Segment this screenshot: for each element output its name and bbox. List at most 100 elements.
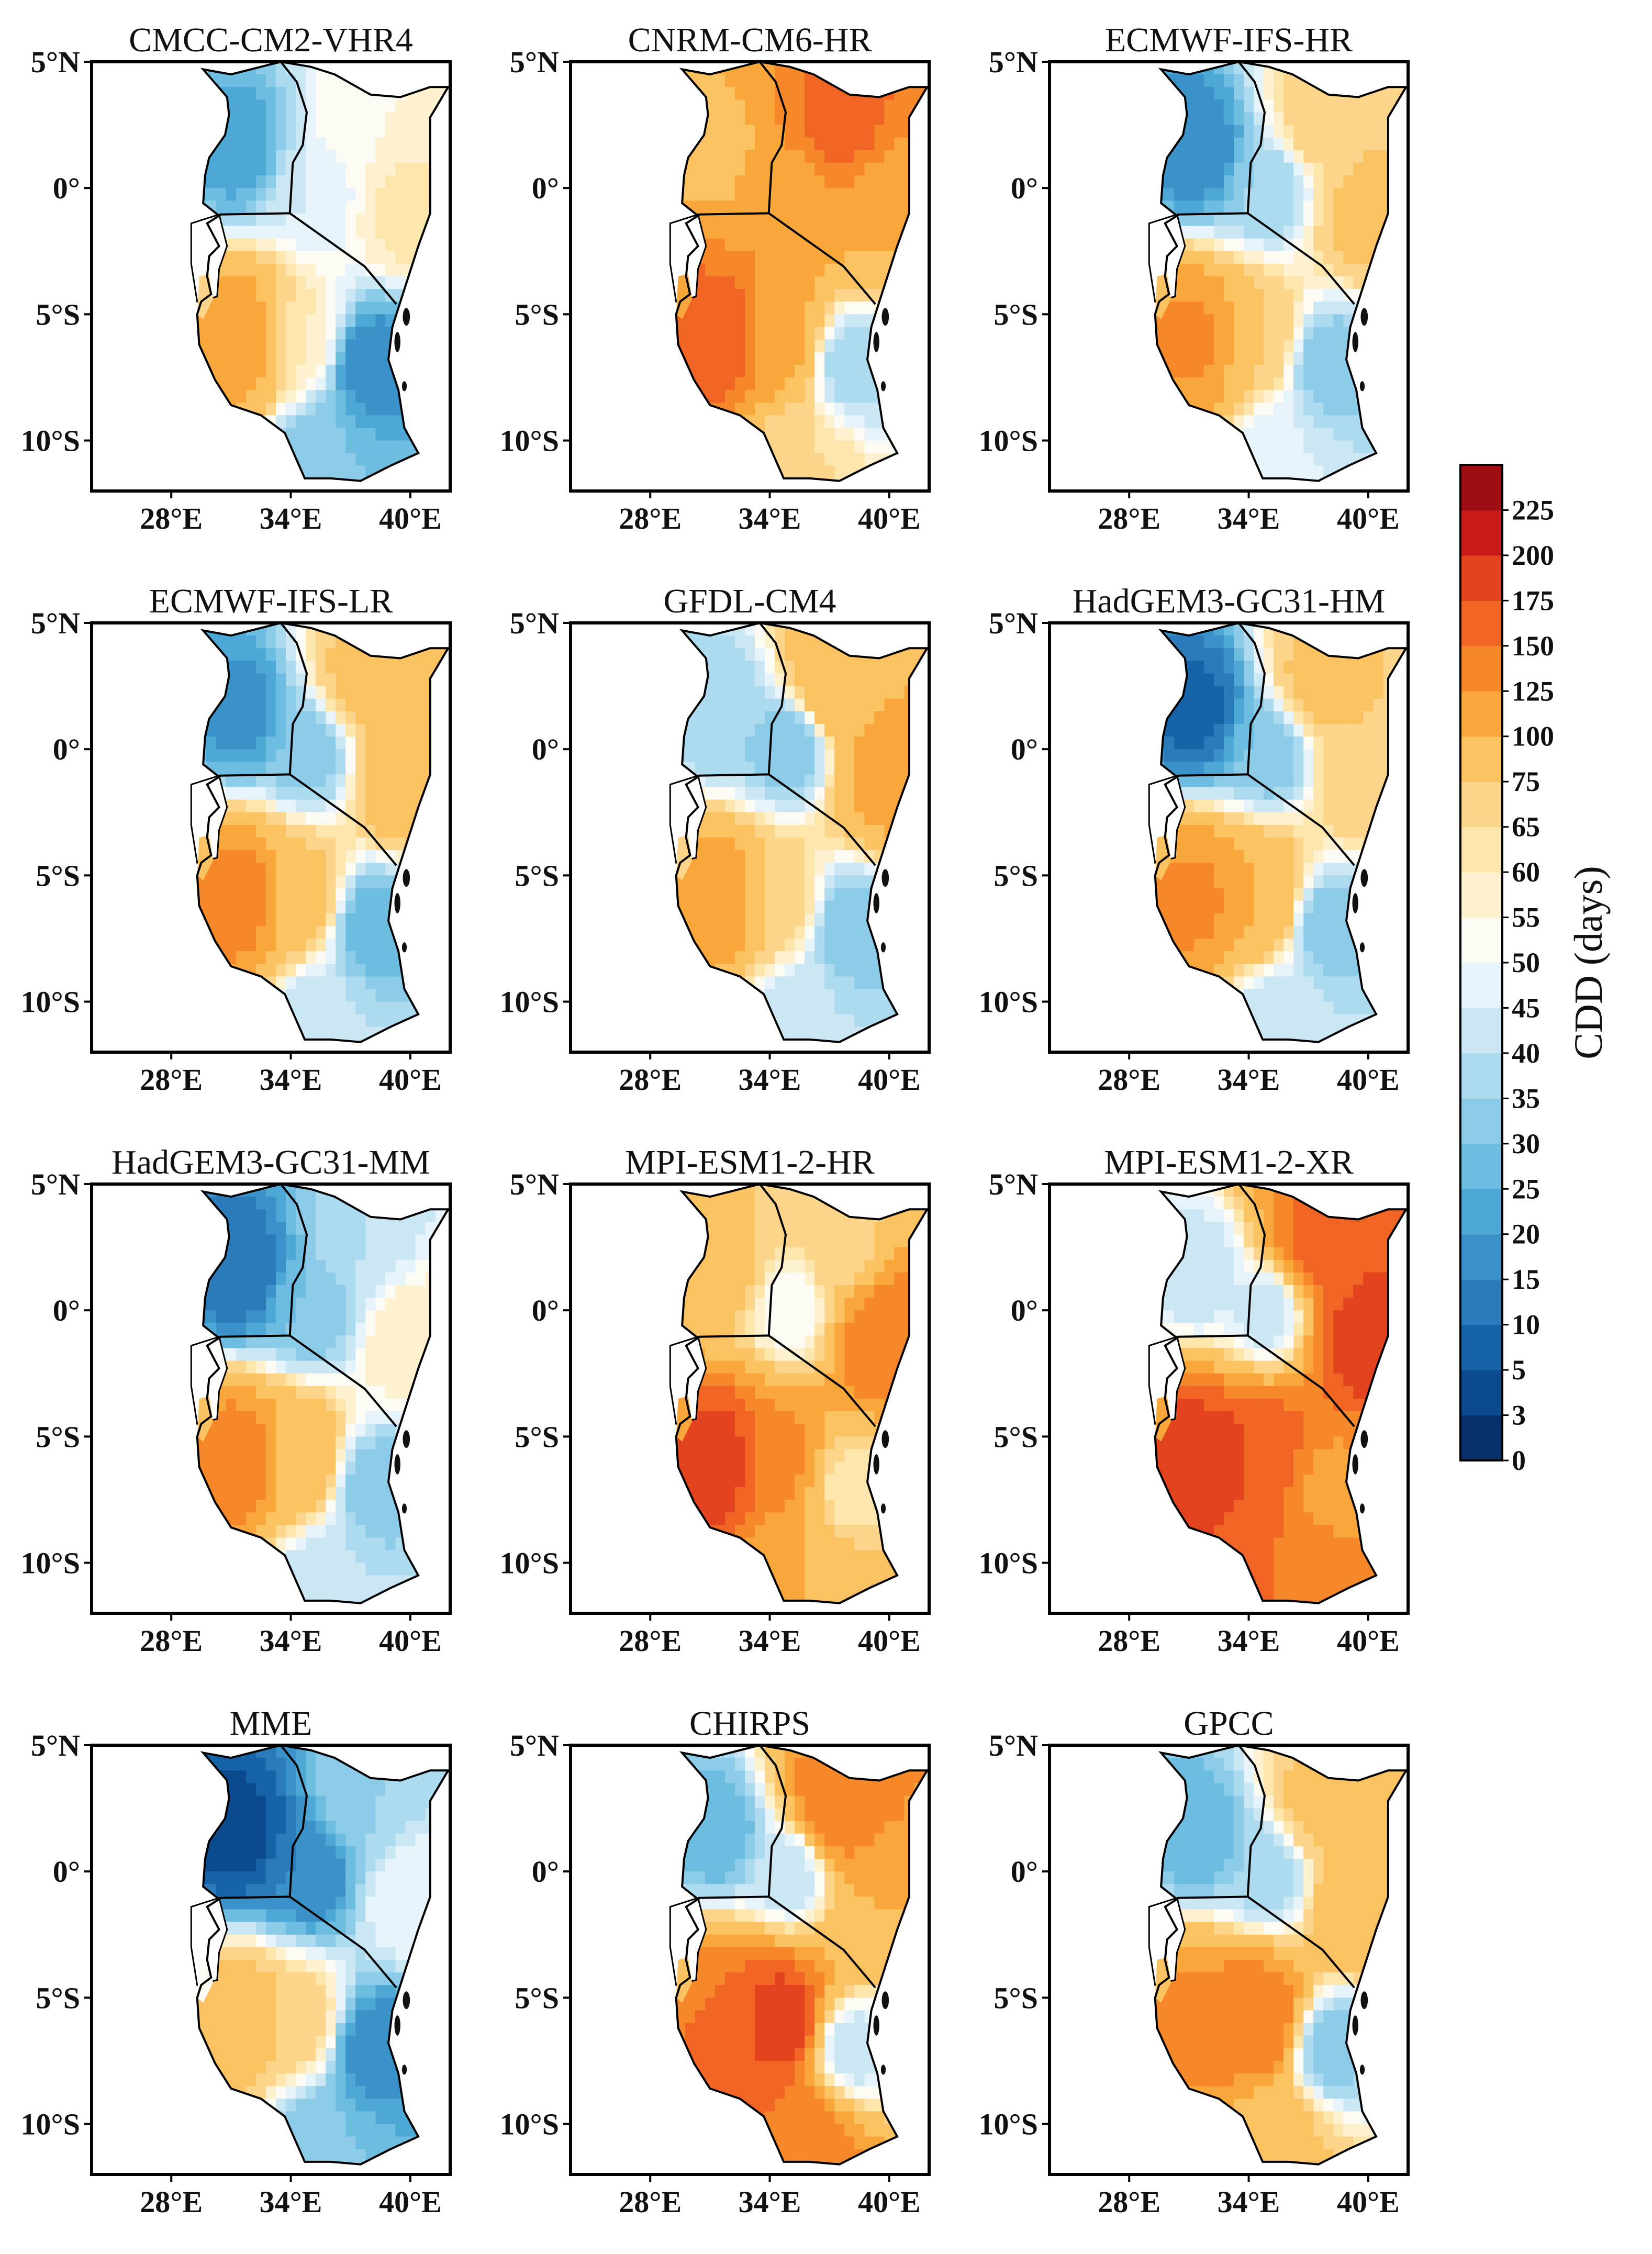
- cdd-cell: [724, 989, 735, 1002]
- cdd-cell: [755, 112, 765, 126]
- cdd-cell: [256, 289, 266, 303]
- cdd-cell: [914, 175, 925, 189]
- cdd-cell: [715, 900, 725, 914]
- cdd-cell: [1373, 364, 1384, 378]
- cdd-cell: [286, 415, 296, 429]
- cdd-cell: [1203, 913, 1214, 927]
- cdd-cell: [665, 724, 676, 737]
- cdd-cell: [814, 276, 825, 290]
- cdd-cell: [914, 276, 925, 290]
- cdd-cell: [345, 125, 356, 138]
- cdd-cell: [1283, 390, 1294, 404]
- cdd-cell: [755, 302, 765, 315]
- cdd-cell: [894, 673, 905, 687]
- cdd-cell: [884, 673, 895, 687]
- cdd-cell: [745, 213, 755, 227]
- cdd-cell: [695, 850, 706, 864]
- cdd-cell: [375, 824, 386, 838]
- cdd-cell: [1155, 314, 1165, 328]
- cdd-cell: [1184, 339, 1195, 353]
- cdd-cell: [1203, 302, 1214, 315]
- cdd-cell: [365, 213, 376, 227]
- cdd-cell: [834, 352, 845, 365]
- cdd-cell: [326, 137, 337, 151]
- cdd-cell: [914, 226, 925, 239]
- cdd-cell: [1214, 964, 1224, 977]
- cdd-cell: [775, 226, 786, 239]
- cdd-cell: [1303, 465, 1314, 479]
- cdd-cell: [435, 925, 446, 939]
- cdd-cell: [874, 150, 885, 163]
- cdd-cell: [425, 465, 436, 479]
- cdd-cell: [785, 1001, 796, 1015]
- cdd-cell: [1353, 62, 1364, 75]
- cdd-cell: [345, 226, 356, 239]
- cdd-cell: [785, 263, 796, 277]
- cdd-cell: [824, 938, 835, 952]
- cdd-cell: [685, 875, 696, 889]
- cdd-cell: [236, 686, 247, 699]
- cdd-cell: [1184, 364, 1195, 378]
- cdd-cell: [914, 673, 925, 687]
- cdd-cell: [1293, 428, 1304, 441]
- cdd-cell: [306, 428, 317, 441]
- cdd-cell: [894, 74, 905, 88]
- cdd-cell: [425, 838, 436, 851]
- cdd-cell: [1214, 824, 1224, 838]
- cdd-cell: [715, 799, 725, 813]
- cdd-cell: [345, 302, 356, 315]
- cdd-cell: [874, 74, 885, 88]
- cdd-cell: [345, 925, 356, 939]
- cdd-cell: [1264, 415, 1275, 429]
- cdd-cell: [715, 812, 725, 825]
- cdd-cell: [1155, 762, 1165, 775]
- cdd-cell: [355, 188, 366, 202]
- cdd-cell: [795, 87, 806, 101]
- cdd-cell: [286, 925, 296, 939]
- cdd-cell: [1174, 453, 1185, 466]
- cdd-cell: [904, 251, 915, 264]
- cdd-cell: [904, 339, 915, 353]
- cdd-cell: [894, 390, 905, 404]
- cdd-cell: [236, 453, 247, 466]
- cdd-cell: [1343, 440, 1354, 454]
- cdd-cell: [676, 951, 686, 965]
- cdd-cell: [715, 339, 725, 353]
- cdd-cell: [1203, 87, 1214, 101]
- cdd-cell: [286, 263, 296, 277]
- cdd-cell: [245, 1026, 256, 1040]
- cdd-cell: [355, 737, 366, 750]
- cdd-cell: [1203, 925, 1214, 939]
- cdd-cell: [1234, 87, 1244, 101]
- cdd-cell: [395, 200, 406, 214]
- cdd-cell: [724, 737, 735, 750]
- cdd-cell: [864, 188, 875, 202]
- cdd-cell: [1174, 762, 1185, 775]
- cdd-cell: [276, 799, 286, 813]
- cdd-cell: [256, 226, 266, 239]
- cdd-cell: [724, 913, 735, 927]
- cdd-cell: [1353, 188, 1364, 202]
- cdd-cell: [256, 465, 266, 479]
- cdd-cell: [1193, 440, 1204, 454]
- cdd-cell: [834, 175, 845, 189]
- cdd-cell: [1184, 415, 1195, 429]
- cdd-cell: [286, 339, 296, 353]
- cdd-cell: [385, 263, 396, 277]
- cdd-cell: [276, 125, 286, 138]
- cdd-cell: [894, 900, 905, 914]
- cdd-cell: [914, 762, 925, 775]
- cdd-cell: [375, 213, 386, 227]
- cdd-cell: [894, 99, 905, 113]
- cdd-cell: [1174, 74, 1185, 88]
- cdd-cell: [226, 850, 237, 864]
- cdd-cell: [236, 875, 247, 889]
- cdd-cell: [266, 162, 276, 176]
- cdd-cell: [375, 850, 386, 864]
- cdd-cell: [814, 989, 825, 1002]
- y-tick-label: 5°S: [994, 297, 1038, 331]
- cdd-cell: [1293, 390, 1304, 404]
- cdd-cell: [685, 1001, 696, 1015]
- cdd-cell: [805, 1001, 816, 1015]
- cdd-cell: [1244, 263, 1254, 277]
